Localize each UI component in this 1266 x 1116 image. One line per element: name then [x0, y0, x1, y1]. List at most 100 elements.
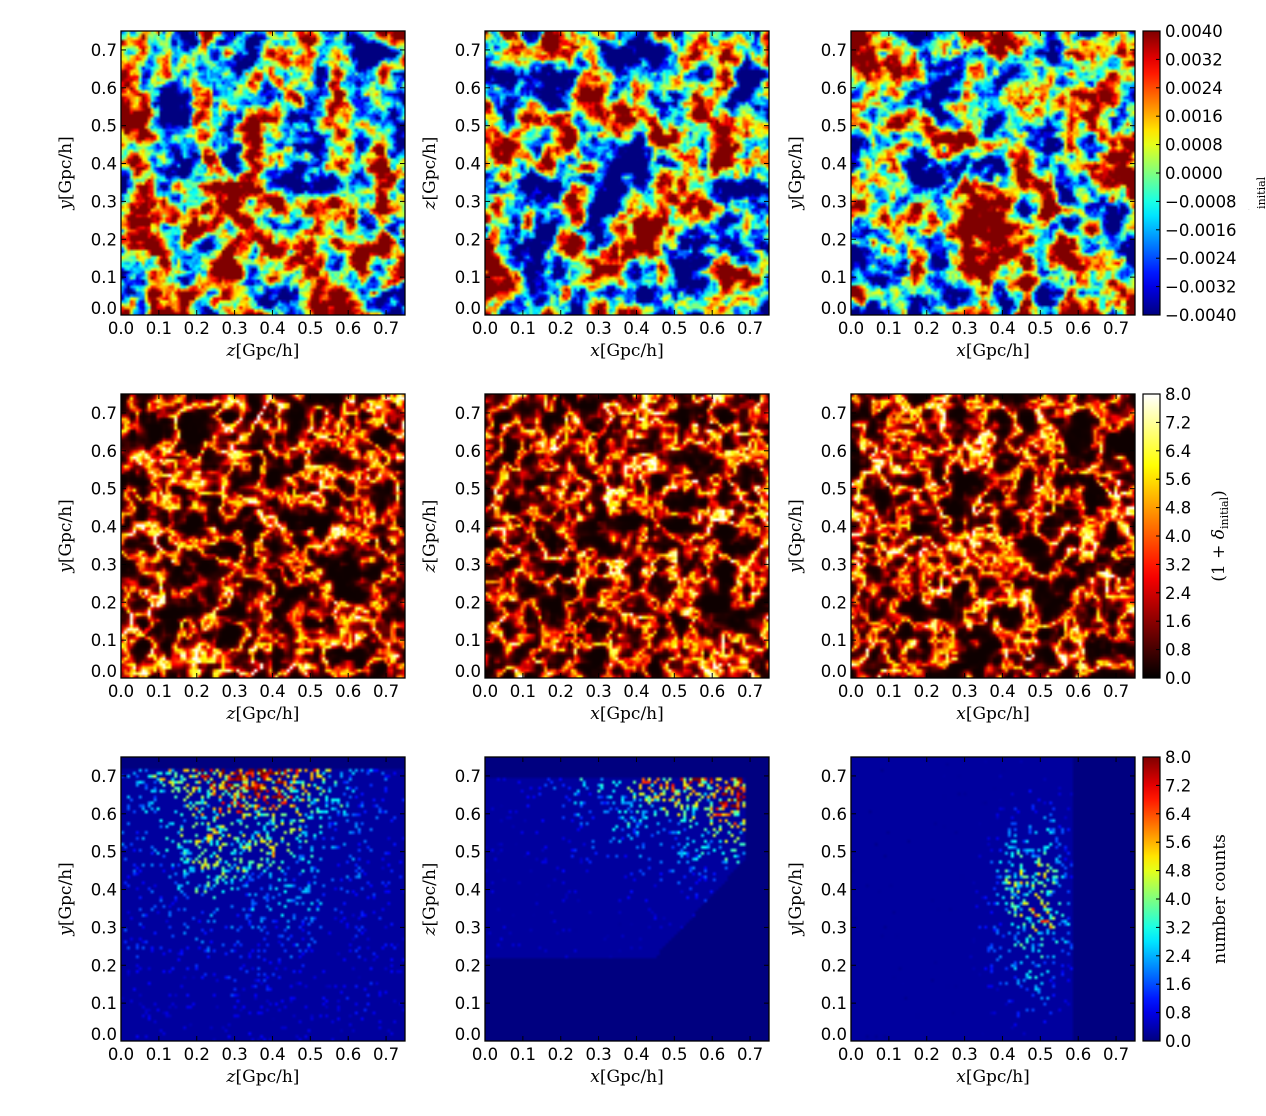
x-tick-label: 0.0	[472, 319, 498, 338]
x-tick-label: 0.4	[259, 682, 285, 701]
y-axis-label: z[Gpc/h]	[420, 862, 440, 936]
plot-frame	[484, 30, 770, 316]
y-tick-label: 0.1	[91, 268, 117, 287]
heatmap-image-row3-col3	[851, 757, 1135, 1041]
colorbar-tick-label: −0.0008	[1165, 192, 1237, 211]
x-tick-label: 0.3	[951, 1045, 977, 1064]
plot-frame	[850, 393, 1136, 679]
y-axis-label: y[Gpc/h]	[786, 862, 806, 936]
x-tick-label: 0.2	[914, 1045, 940, 1064]
x-tick-label: 0.1	[876, 1045, 902, 1064]
x-tick-label: 0.0	[108, 682, 134, 701]
x-tick-label: 0.5	[297, 1045, 323, 1064]
colorbar-tick-label: 3.2	[1165, 918, 1191, 937]
x-tick-label: 0.7	[373, 1045, 399, 1064]
x-tick-label: 0.6	[1065, 319, 1091, 338]
colorbar-tick-label: 4.8	[1165, 499, 1191, 518]
plot-frame	[850, 30, 1136, 316]
x-tick-label: 0.5	[1027, 682, 1053, 701]
colorbar-tick-label: 4.0	[1165, 527, 1191, 546]
axes-row1-col3: 0.0 0.1 0.2 0.3 0.4 0.5 0.6 0.7 0.0 0.1 0.2 0.3 0.4 0…	[821, 30, 1136, 338]
y-tick-label: 0.3	[455, 192, 481, 211]
x-axis-label: z[Gpc/h]	[226, 341, 300, 361]
colorbar-tick-label: 3.2	[1165, 555, 1191, 574]
x-tick-label: 0.3	[951, 682, 977, 701]
axes-row1-col1: 0.0 0.1 0.2 0.3 0.4 0.5 0.6 0.7 0.0 0.1 0.2 0.3 0.4 0…	[91, 30, 406, 338]
colorbar-tick-label: 7.2	[1165, 776, 1191, 795]
plot-frame	[484, 393, 770, 679]
plot-frame	[484, 756, 770, 1042]
x-tick-label: 0.2	[548, 682, 574, 701]
y-tick-label: 0.3	[821, 918, 847, 937]
heatmap-image-row2-col2	[485, 394, 769, 678]
y-tick-label: 0.7	[455, 767, 481, 786]
y-tick-label: 0.0	[455, 1025, 481, 1044]
y-tick-label: 0.4	[455, 881, 481, 900]
colorbar-tick-label: 7.2	[1165, 413, 1191, 432]
x-tick-label: 0.4	[259, 1045, 285, 1064]
axes-row3-col1: 0.0 0.1 0.2 0.3 0.4 0.5 0.6 0.7 0.0 0.1 0.2 0.3 0.4 0…	[91, 756, 406, 1064]
x-tick-label: 0.7	[373, 682, 399, 701]
x-axis-label: x[Gpc/h]	[956, 1067, 1030, 1087]
x-tick-label: 0.1	[510, 319, 536, 338]
y-tick-label: 0.2	[455, 956, 481, 975]
colorbar-tick-label: 5.6	[1165, 833, 1191, 852]
x-tick-label: 0.4	[259, 319, 285, 338]
plot-frame	[850, 756, 1136, 1042]
axes-row3-col3: 0.0 0.1 0.2 0.3 0.4 0.5 0.6 0.7 0.0 0.1 0.2 0.3 0.4 0…	[821, 756, 1136, 1064]
y-tick-label: 0.1	[455, 268, 481, 287]
x-tick-label: 0.4	[989, 1045, 1015, 1064]
x-tick-label: 0.0	[838, 682, 864, 701]
x-tick-label: 0.3	[951, 319, 977, 338]
y-tick-label: 0.3	[91, 192, 117, 211]
y-tick-label: 0.2	[455, 593, 481, 612]
colorbar-tick-label: −0.0032	[1165, 278, 1237, 297]
y-tick-label: 0.6	[455, 805, 481, 824]
x-tick-label: 0.4	[623, 1045, 649, 1064]
colorbar-label: δinitial	[1248, 176, 1266, 210]
y-tick-label: 0.7	[91, 767, 117, 786]
colorbar-tick-label: −0.0024	[1165, 249, 1237, 268]
y-tick-label: 0.6	[455, 442, 481, 461]
x-tick-label: 0.3	[221, 319, 247, 338]
y-tick-label: 0.2	[821, 230, 847, 249]
y-tick-label: 0.2	[455, 230, 481, 249]
x-axis-label: x[Gpc/h]	[590, 341, 664, 361]
x-tick-label: 0.6	[1065, 1045, 1091, 1064]
x-tick-label: 0.7	[737, 319, 763, 338]
colorbar-tick-label: 1.6	[1165, 975, 1191, 994]
colorbar-tick-label: 2.4	[1165, 584, 1191, 603]
x-tick-label: 0.6	[335, 319, 361, 338]
x-tick-label: 0.3	[585, 319, 611, 338]
x-tick-label: 0.4	[989, 319, 1015, 338]
colorbar-tick-label: 0.8	[1165, 641, 1191, 660]
x-tick-label: 0.1	[146, 319, 172, 338]
heatmap-image-row1-col2	[485, 31, 769, 315]
x-tick-label: 0.1	[876, 682, 902, 701]
x-axis-label: x[Gpc/h]	[956, 704, 1030, 724]
colorbar-tick-label: 4.0	[1165, 890, 1191, 909]
x-tick-label: 0.3	[221, 682, 247, 701]
x-tick-label: 0.1	[510, 682, 536, 701]
y-tick-label: 0.0	[821, 662, 847, 681]
axes-row2-col2: 0.0 0.1 0.2 0.3 0.4 0.5 0.6 0.7 0.0 0.1 0.2 0.3 0.4 0…	[455, 393, 770, 701]
heatmap-image-row3-col1	[121, 757, 405, 1041]
x-tick-label: 0.1	[510, 1045, 536, 1064]
x-tick-label: 0.0	[838, 1045, 864, 1064]
heatmap-image-row1-col1	[121, 31, 405, 315]
y-tick-label: 0.4	[91, 518, 117, 537]
y-axis-label: y[Gpc/h]	[56, 499, 76, 573]
colorbar-tick-label: 0.0024	[1165, 79, 1223, 98]
x-tick-label: 0.6	[699, 1045, 725, 1064]
y-tick-label: 0.5	[91, 117, 117, 136]
x-tick-label: 0.7	[1103, 682, 1129, 701]
y-tick-label: 0.2	[91, 956, 117, 975]
y-tick-label: 0.0	[455, 299, 481, 318]
y-tick-label: 0.0	[91, 1025, 117, 1044]
y-axis-label: y[Gpc/h]	[56, 862, 76, 936]
y-tick-label: 0.1	[821, 994, 847, 1013]
y-tick-label: 0.6	[455, 79, 481, 98]
y-tick-label: 0.3	[455, 555, 481, 574]
y-tick-label: 0.3	[91, 555, 117, 574]
y-tick-label: 0.6	[91, 805, 117, 824]
